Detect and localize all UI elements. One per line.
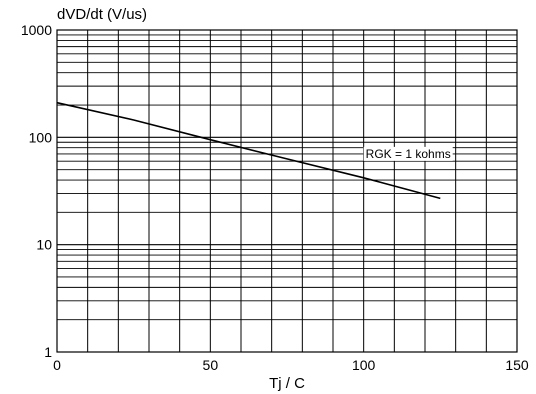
annotation-rgk: RGK = 1 kohms	[366, 147, 451, 161]
y-tick-label: 1	[44, 344, 52, 360]
y-tick-label: 10	[36, 237, 52, 253]
series-layer	[56, 101, 441, 200]
y-tick-label: 100	[29, 129, 53, 145]
x-axis-label: Tj / C	[269, 375, 305, 392]
grid	[57, 30, 517, 352]
tick-labels: 0 50 100 150 1 10 100 1000	[21, 22, 529, 373]
annotation-background	[363, 146, 453, 161]
x-tick-label: 0	[53, 357, 61, 373]
x-tick-label: 100	[352, 357, 376, 373]
y-axis-label: dVD/dt (V/us)	[57, 6, 147, 23]
series-line-0	[56, 101, 441, 200]
x-tick-label: 50	[203, 357, 219, 373]
y-tick-label: 1000	[21, 22, 52, 38]
x-tick-label: 150	[505, 357, 529, 373]
plot-frame	[56, 29, 518, 353]
